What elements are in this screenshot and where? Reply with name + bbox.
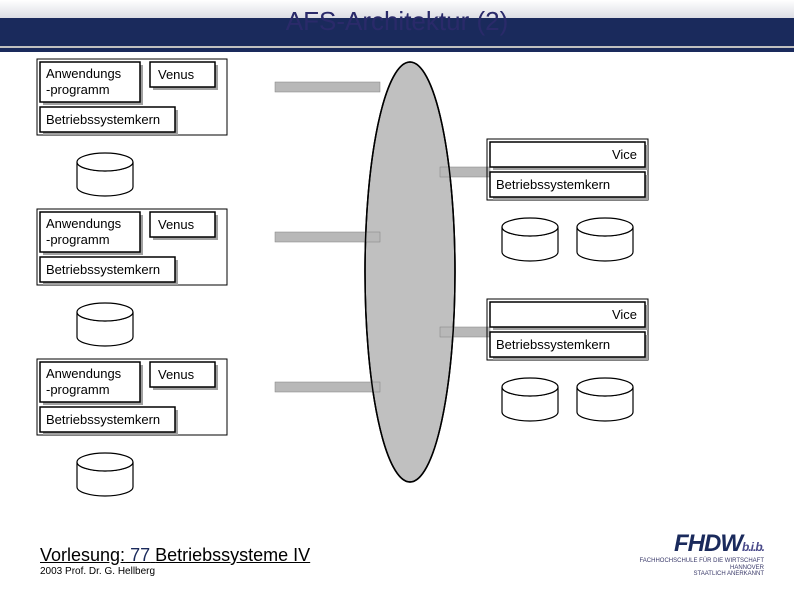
logo-sub3: STAATLICH ANERKANNT: [614, 571, 764, 578]
svg-text:Venus: Venus: [158, 217, 195, 232]
svg-text:Betriebssystemkern: Betriebssystemkern: [496, 337, 610, 352]
logo-bib: b.i.b.: [742, 540, 764, 554]
svg-text:Betriebssystemkern: Betriebssystemkern: [46, 412, 160, 427]
svg-text:Venus: Venus: [158, 367, 195, 382]
slide-title: AFS-Architektur (2): [0, 6, 794, 37]
svg-text:Betriebssystemkern: Betriebssystemkern: [46, 112, 160, 127]
svg-text:Anwendungs: Anwendungs: [46, 216, 122, 231]
svg-text:Betriebssystemkern: Betriebssystemkern: [496, 177, 610, 192]
lecture-number: 77: [130, 545, 150, 565]
svg-text:-programm: -programm: [46, 382, 110, 397]
svg-text:-programm: -programm: [46, 82, 110, 97]
logo-sub2: HANNOVER: [614, 565, 764, 572]
svg-text:Vice: Vice: [612, 147, 637, 162]
title-divider: [0, 46, 794, 48]
title-bar: AFS-Architektur (2): [0, 0, 794, 52]
logo-main: FHDW: [674, 530, 742, 557]
logo-sub1: FACHHOCHSCHULE FÜR DIE WIRTSCHAFT: [614, 558, 764, 565]
fhdw-logo: FHDWb.i.b. FACHHOCHSCHULE FÜR DIE WIRTSC…: [614, 530, 764, 580]
svg-text:Vice: Vice: [612, 307, 637, 322]
afs-architecture-diagram: Anwendungs-programmVenusBetriebssystemke…: [35, 52, 755, 522]
svg-text:Anwendungs: Anwendungs: [46, 66, 122, 81]
svg-text:Venus: Venus: [158, 67, 195, 82]
svg-text:-programm: -programm: [46, 232, 110, 247]
svg-text:Betriebssystemkern: Betriebssystemkern: [46, 262, 160, 277]
svg-text:Anwendungs: Anwendungs: [46, 366, 122, 381]
lecture-label: Vorlesung:: [40, 545, 125, 565]
lecture-course: Betriebssysteme IV: [155, 545, 310, 565]
